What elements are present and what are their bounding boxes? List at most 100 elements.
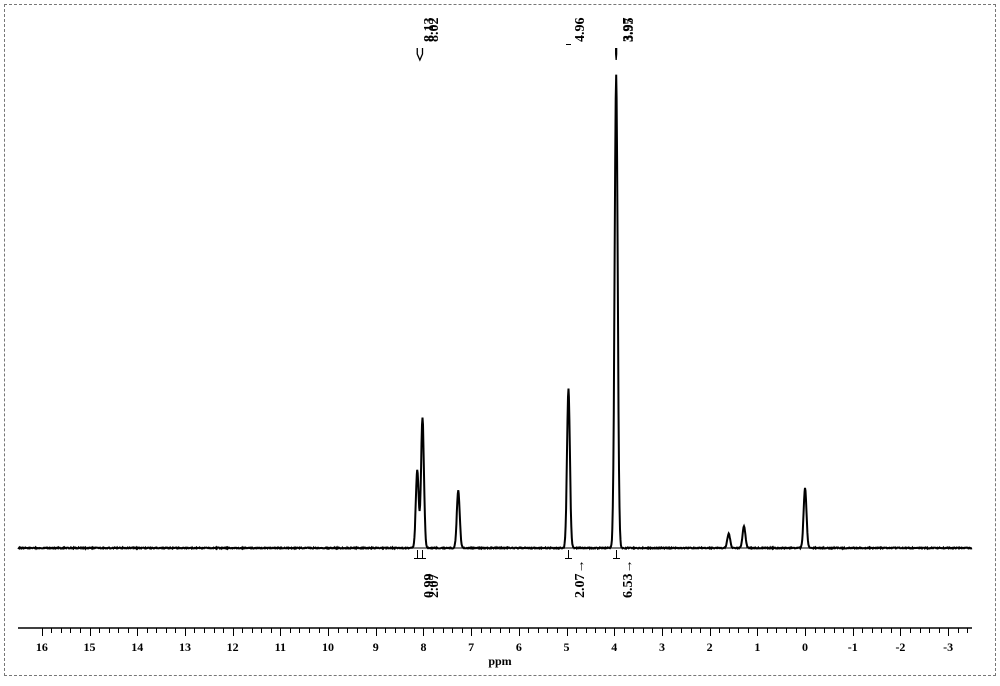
axis-minor-tick: [767, 628, 768, 633]
axis-tick-label: 2: [707, 640, 713, 655]
axis-minor-tick: [385, 628, 386, 633]
axis-minor-tick: [748, 628, 749, 633]
axis-tick-label: 7: [468, 640, 474, 655]
axis-tick-label: 9: [373, 640, 379, 655]
axis-minor-tick: [204, 628, 205, 633]
axis-minor-tick: [252, 628, 253, 633]
axis-tick-label: 0: [802, 640, 808, 655]
integral-hline: [565, 558, 572, 559]
axis-minor-tick: [719, 628, 720, 633]
axis-minor-tick: [347, 628, 348, 633]
axis-minor-tick: [824, 628, 825, 633]
axis-tick-label: -3: [943, 640, 953, 655]
axis-minor-tick: [624, 628, 625, 633]
axis-minor-tick: [309, 628, 310, 633]
axis-minor-tick: [929, 628, 930, 633]
axis-minor-tick: [118, 628, 119, 633]
axis-minor-tick: [729, 628, 730, 633]
integral-label: 2.07→: [573, 560, 589, 599]
axis-tick-label: 1: [754, 640, 760, 655]
axis-minor-tick: [939, 628, 940, 633]
axis-tick: [853, 628, 854, 636]
peak-label: 3.95: [622, 18, 638, 43]
axis-minor-tick: [223, 628, 224, 633]
integral-tick: [422, 550, 423, 558]
axis-tick-label: 8: [420, 640, 426, 655]
axis-tick-label: 16: [36, 640, 48, 655]
axis-tick: [567, 628, 568, 636]
axis-minor-tick: [166, 628, 167, 633]
axis-tick-label: 13: [179, 640, 191, 655]
axis-minor-tick: [395, 628, 396, 633]
axis-minor-tick: [586, 628, 587, 633]
axis-tick-label: 3: [659, 640, 665, 655]
peak-label: 8.02: [427, 18, 443, 43]
axis-tick: [662, 628, 663, 636]
axis-minor-tick: [443, 628, 444, 633]
axis-minor-tick: [700, 628, 701, 633]
axis-tick: [519, 628, 520, 636]
axis-minor-tick: [414, 628, 415, 633]
axis-minor-tick: [881, 628, 882, 633]
axis-tick: [423, 628, 424, 636]
axis-minor-tick: [290, 628, 291, 633]
peak-label-dash: [566, 44, 571, 45]
axis-minor-tick: [128, 628, 129, 633]
axis-minor-tick: [605, 628, 606, 633]
axis-minor-tick: [891, 628, 892, 633]
axis-tick: [185, 628, 186, 636]
axis-minor-tick: [452, 628, 453, 633]
axis-minor-tick: [299, 628, 300, 633]
axis-tick: [137, 628, 138, 636]
axis-minor-tick: [338, 628, 339, 633]
axis-minor-tick: [462, 628, 463, 633]
axis-tick: [90, 628, 91, 636]
axis-tick-label: 10: [322, 640, 334, 655]
axis-tick-label: -2: [895, 640, 905, 655]
axis-tick-label: 11: [275, 640, 286, 655]
axis-tick: [614, 628, 615, 636]
axis-minor-tick: [652, 628, 653, 633]
axis-tick: [471, 628, 472, 636]
axis-tick: [328, 628, 329, 636]
axis-minor-tick: [595, 628, 596, 633]
axis-minor-tick: [910, 628, 911, 633]
axis-minor-tick: [557, 628, 558, 633]
axis-minor-tick: [194, 628, 195, 633]
axis-minor-tick: [776, 628, 777, 633]
axis-minor-tick: [576, 628, 577, 633]
integral-label: 6.53→: [621, 560, 637, 599]
integral-tick: [616, 550, 617, 558]
axis-minor-tick: [691, 628, 692, 633]
axis-minor-tick: [175, 628, 176, 633]
axis-minor-tick: [920, 628, 921, 633]
axis-minor-tick: [643, 628, 644, 633]
axis-minor-tick: [500, 628, 501, 633]
axis-minor-tick: [547, 628, 548, 633]
axis-minor-tick: [214, 628, 215, 633]
axis-minor-tick: [242, 628, 243, 633]
integral-hline: [419, 558, 426, 559]
integral-tick: [568, 550, 569, 558]
axis-tick-label: -1: [848, 640, 858, 655]
axis-minor-tick: [147, 628, 148, 633]
axis-tick-label: 5: [564, 640, 570, 655]
axis-minor-tick: [958, 628, 959, 633]
axis-minor-tick: [738, 628, 739, 633]
axis-tick: [376, 628, 377, 636]
integral-label: 2.07: [427, 574, 443, 599]
axis-minor-tick: [433, 628, 434, 633]
axis-minor-tick: [862, 628, 863, 633]
axis-minor-tick: [967, 628, 968, 633]
x-axis-label: ppm: [488, 654, 511, 669]
axis-minor-tick: [490, 628, 491, 633]
axis-tick-label: 15: [84, 640, 96, 655]
axis-minor-tick: [872, 628, 873, 633]
axis-minor-tick: [834, 628, 835, 633]
integral-hline: [613, 558, 620, 559]
axis-minor-tick: [357, 628, 358, 633]
axis-minor-tick: [633, 628, 634, 633]
axis-minor-tick: [509, 628, 510, 633]
axis-minor-tick: [786, 628, 787, 633]
integral-tick: [417, 550, 418, 558]
